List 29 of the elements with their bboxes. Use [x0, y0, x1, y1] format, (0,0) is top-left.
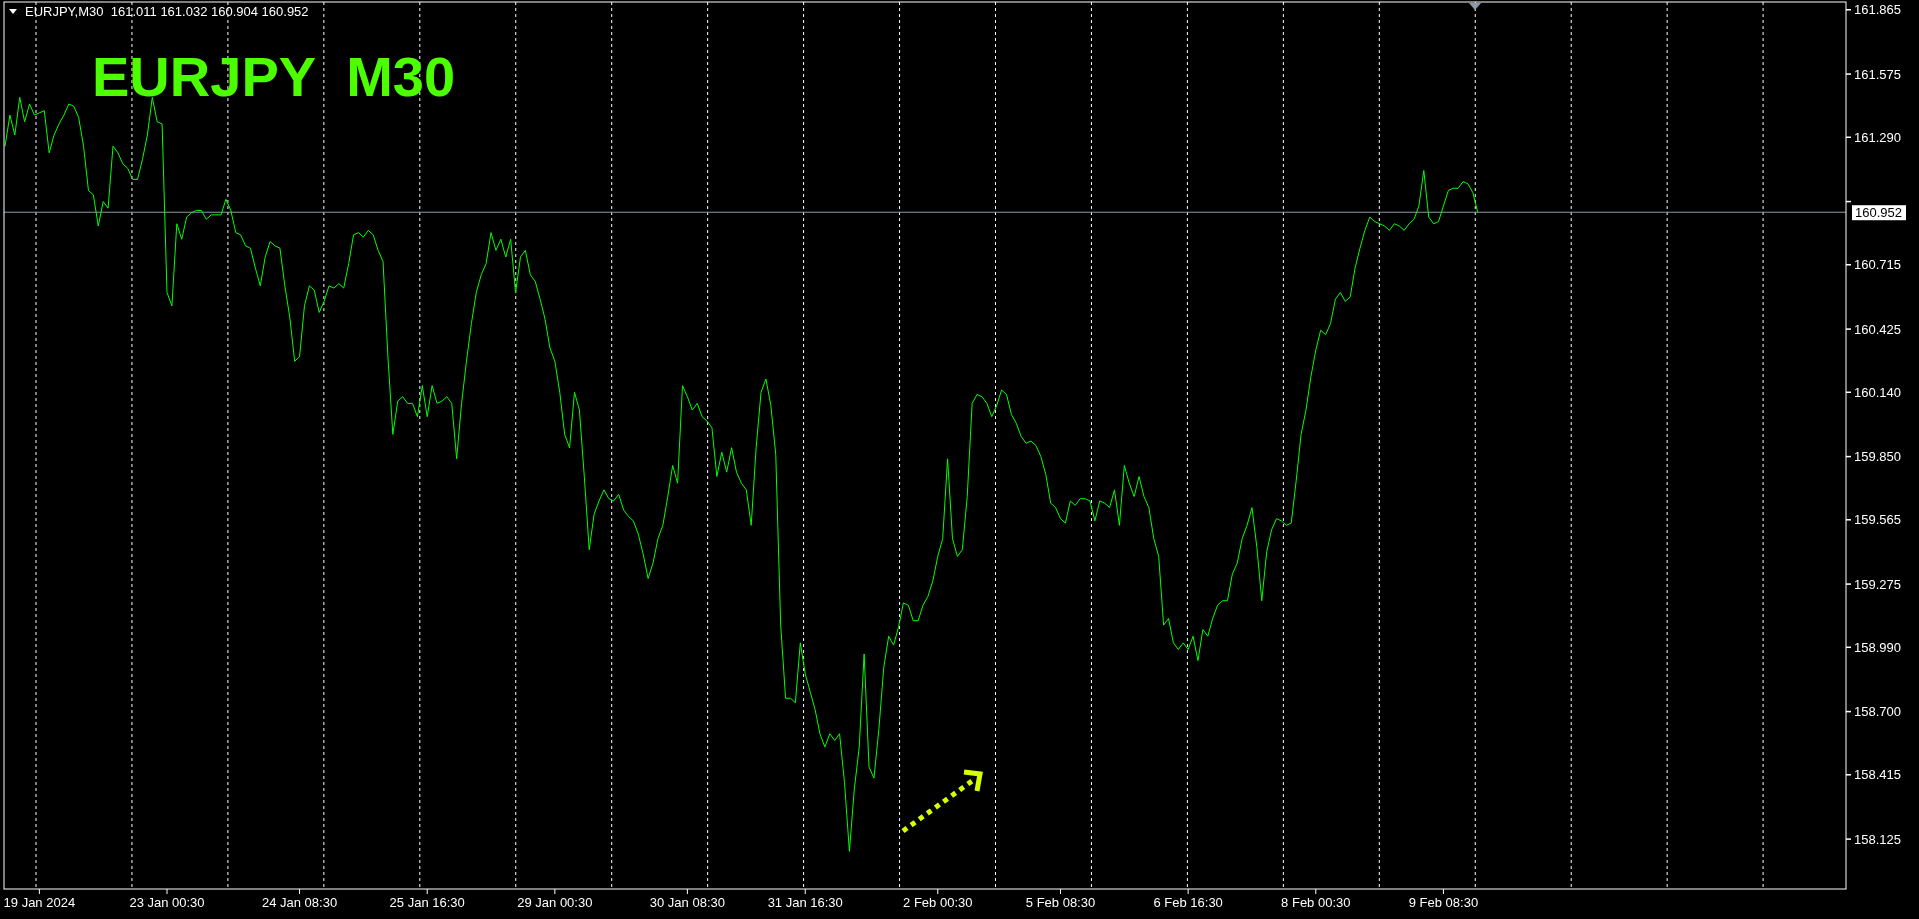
x-tick-label: 2 Feb 00:30 — [903, 895, 973, 910]
x-tick-label: 30 Jan 08:30 — [649, 895, 725, 910]
text: EURJPY M30 — [92, 45, 456, 108]
line-series — [4, 96, 1479, 852]
y-tick-label: 161.575 — [1854, 66, 1901, 82]
x-tick-label: 24 Jan 08:30 — [261, 895, 338, 910]
y-tick-label: 158.990 — [1854, 639, 1901, 655]
y-tick-label: 161.865 — [1854, 2, 1901, 18]
x-tick-label: 8 Feb 00:30 — [1281, 895, 1351, 910]
x-tick-label: 25 Jan 16:30 — [389, 895, 465, 910]
x-tick-label: 23 Jan 00:30 — [129, 895, 205, 910]
x-tick-label: 19 Jan 2024 — [3, 895, 76, 910]
x-tick-label: 6 Feb 16:30 — [1153, 895, 1223, 910]
y-tick-label: 160.425 — [1854, 321, 1901, 337]
chart-subtitle: EURJPY,M30 161.011 161.032 160.904 160.952 — [25, 4, 309, 19]
x-tick-label: 5 Feb 08:30 — [1025, 895, 1096, 910]
y-tick-label: 159.275 — [1854, 576, 1901, 592]
ref-line-label: 160.952 — [1855, 204, 1902, 220]
y-tick-label: 160.140 — [1854, 384, 1901, 400]
x-tick-label: 29 Jan 00:30 — [517, 895, 593, 910]
y-tick-label: 159.850 — [1854, 449, 1901, 465]
x-tick-label: 9 Feb 08:30 — [1408, 895, 1479, 910]
y-tick-label: 158.125 — [1854, 831, 1901, 847]
y-tick-label: 158.700 — [1854, 704, 1901, 720]
x-tick-label: 31 Jan 16:30 — [767, 895, 843, 910]
y-tick-label: 158.415 — [1854, 767, 1901, 783]
y-tick-label: 161.290 — [1854, 129, 1901, 145]
y-tick-label: 160.715 — [1854, 257, 1901, 273]
y-tick-label: 159.565 — [1854, 512, 1901, 528]
